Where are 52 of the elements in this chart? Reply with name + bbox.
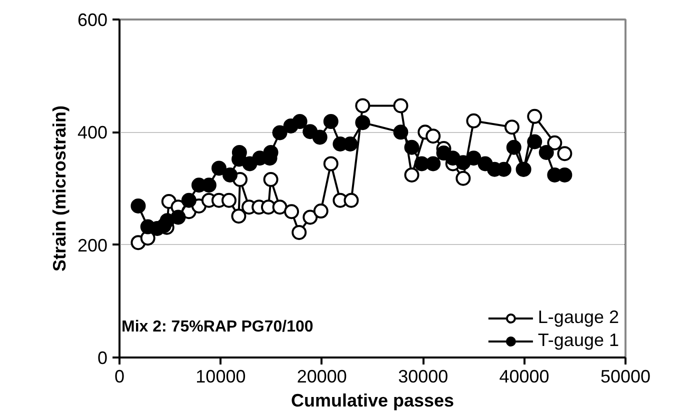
point <box>426 156 441 172</box>
point <box>211 160 226 176</box>
y-tick-label: 600 <box>77 10 108 30</box>
point <box>181 192 196 208</box>
point <box>272 200 288 215</box>
point <box>313 204 328 219</box>
y-tick-label: 400 <box>77 122 108 143</box>
point <box>323 114 338 129</box>
point <box>292 224 307 240</box>
point <box>222 167 238 182</box>
point <box>404 140 420 155</box>
x-tick-label: 40000 <box>499 366 550 386</box>
point <box>404 167 420 182</box>
point <box>272 125 288 140</box>
point <box>344 192 359 208</box>
point <box>231 208 246 224</box>
legend-label: T-gauge 1 <box>538 330 619 351</box>
point <box>466 113 482 128</box>
y-tick-label: 0 <box>97 348 108 368</box>
x-tick-label: 20000 <box>296 366 347 386</box>
point <box>527 108 542 124</box>
point <box>456 170 471 186</box>
x-tick-label: 50000 <box>600 366 651 386</box>
point <box>426 128 441 144</box>
point <box>527 134 542 150</box>
point <box>393 98 408 114</box>
point <box>557 146 572 162</box>
point <box>170 210 186 225</box>
point <box>284 204 300 220</box>
point <box>393 124 408 140</box>
point <box>312 130 328 145</box>
point <box>466 150 482 166</box>
point <box>547 135 562 150</box>
x-axis-title: Cumulative passes <box>290 390 454 410</box>
point <box>504 120 520 135</box>
legend-label: L-gauge 2 <box>538 307 619 328</box>
y-tick-label: 200 <box>77 235 108 256</box>
x-tick-label: 0 <box>114 366 125 386</box>
point <box>292 114 308 129</box>
point <box>355 115 370 130</box>
point <box>263 172 278 187</box>
y-axis-title: Strain (microstrain) <box>49 105 70 272</box>
x-tick-label: 30000 <box>398 366 448 386</box>
point <box>222 192 236 208</box>
point <box>538 144 554 160</box>
point <box>506 140 522 155</box>
point <box>355 98 370 114</box>
annotation: Mix 2: 75%RAP PG70/100 <box>122 318 314 336</box>
point <box>302 210 318 225</box>
point <box>130 198 146 214</box>
x-tick-label: 10000 <box>196 366 246 386</box>
point <box>323 156 338 172</box>
